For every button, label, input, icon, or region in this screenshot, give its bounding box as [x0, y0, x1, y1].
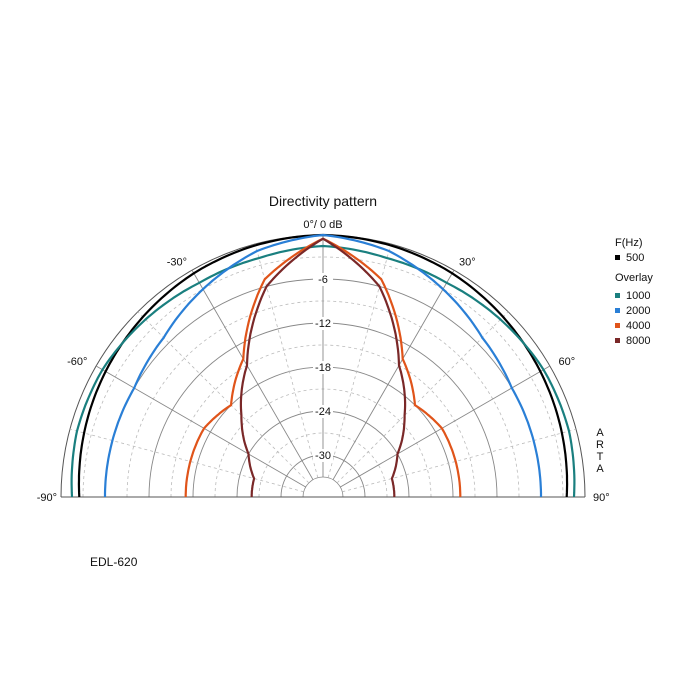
tick-label-bg — [313, 317, 333, 330]
grid-spoke — [336, 311, 509, 484]
grid-spoke — [340, 365, 551, 488]
legend-entry: 8000 — [626, 335, 650, 347]
legend-entry: 4000 — [626, 320, 650, 332]
angle-labels: -90° -60° -30° 30° 60° 90° — [37, 256, 610, 504]
side-label-letter: A — [596, 427, 604, 439]
grid-spoke — [254, 243, 319, 478]
radial-tick-label: -12 — [315, 318, 331, 330]
legend-swatch — [615, 323, 620, 328]
radial-tick-labels: -6 -12 -18 -24 -30 — [313, 273, 333, 462]
angle-label: -90° — [37, 492, 57, 504]
radial-tick-label: -30 — [315, 450, 331, 462]
model-label: EDL-620 — [90, 555, 138, 569]
side-label-letter: A — [596, 463, 604, 475]
grid-circle — [82, 256, 564, 498]
tick-label-bg — [313, 273, 333, 286]
grid-spoke — [95, 365, 306, 488]
legend-overlay-label: Overlay — [615, 272, 653, 284]
series-curves — [70, 233, 576, 498]
tick-label-bg — [313, 405, 333, 418]
grid-spoke — [342, 428, 577, 493]
tick-label-bg — [313, 361, 333, 374]
grid-spoke — [137, 311, 310, 484]
series-line-8000 — [239, 237, 407, 497]
angle-label: -30° — [167, 256, 187, 268]
grid-spoke — [69, 428, 304, 493]
grid-spoke — [191, 269, 314, 480]
radial-tick-label: -24 — [315, 406, 331, 418]
side-label-letter: T — [597, 451, 604, 463]
series-line-1000 — [70, 244, 576, 498]
legend-swatch — [615, 293, 620, 298]
angle-label: 90° — [593, 492, 610, 504]
series-line-2000 — [103, 233, 543, 497]
legend-entry: 500 — [626, 252, 644, 264]
legend-entry: 1000 — [626, 290, 650, 302]
chart-title: Directivity pattern — [269, 193, 377, 209]
radial-tick-label: -6 — [318, 274, 328, 286]
legend: F(Hz) Overlay 500 1000 2000 4000 8000 — [615, 237, 653, 347]
angle-label: -60° — [67, 356, 87, 368]
legend-header: F(Hz) — [615, 237, 643, 249]
side-label-letter: R — [596, 439, 604, 451]
radial-tick-label: -18 — [315, 362, 331, 374]
legend-swatch — [615, 338, 620, 343]
tick-label-bg — [313, 449, 333, 462]
angle-label: 60° — [559, 356, 576, 368]
grid-circle — [170, 344, 476, 498]
top-label: 0°/ 0 dB — [303, 219, 342, 231]
grid-inner-arc — [302, 476, 344, 498]
legend-swatch — [615, 255, 620, 260]
legend-entry: 2000 — [626, 305, 650, 317]
angle-label: 30° — [459, 256, 476, 268]
grid-spoke — [332, 269, 455, 480]
grid-spoke — [327, 243, 392, 478]
legend-swatch — [615, 308, 620, 313]
